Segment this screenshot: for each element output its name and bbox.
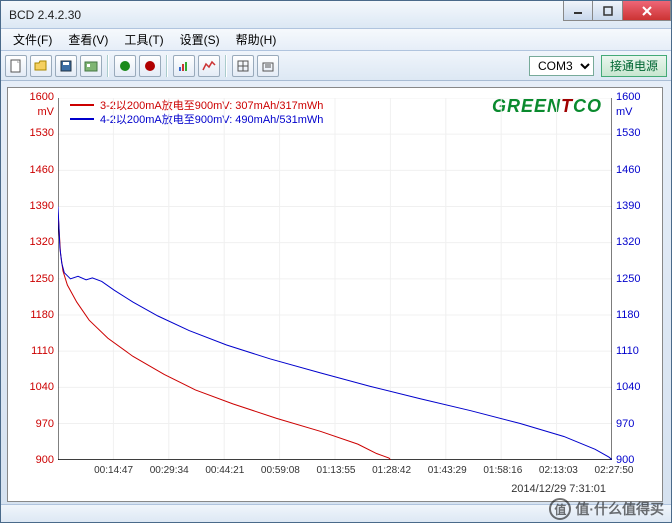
y-tick-right: 1460 bbox=[616, 164, 660, 176]
menu-settings[interactable]: 设置(S) bbox=[172, 29, 228, 50]
y-tick-left: 1110 bbox=[10, 345, 54, 357]
stop-icon[interactable] bbox=[139, 55, 161, 77]
app-window: BCD 2.4.2.30 文件(F) 查看(V) 工具(T) 设置(S) 帮助(… bbox=[0, 0, 672, 523]
x-tick: 00:29:34 bbox=[150, 465, 189, 476]
chart-panel: GREENTCO 3-2以200mA放电至900mV: 307mAh/317mW… bbox=[1, 81, 671, 504]
port-select[interactable]: COM3 bbox=[529, 56, 594, 76]
save-icon[interactable] bbox=[55, 55, 77, 77]
menubar: 文件(F) 查看(V) 工具(T) 设置(S) 帮助(H) bbox=[1, 29, 671, 51]
chart2-icon[interactable] bbox=[198, 55, 220, 77]
y-tick-left: 1180 bbox=[10, 309, 54, 321]
watermark-icon: 值 bbox=[549, 498, 571, 520]
y-tick-right: 1110 bbox=[616, 345, 660, 357]
new-icon[interactable] bbox=[5, 55, 27, 77]
y-tick-left: 1600 bbox=[10, 91, 54, 103]
y-tick-left: 900 bbox=[10, 454, 54, 466]
y-tick-left: 970 bbox=[10, 418, 54, 430]
y-tick-left: 1250 bbox=[10, 273, 54, 285]
y-unit: mV bbox=[616, 106, 660, 118]
x-tick: 00:14:47 bbox=[94, 465, 133, 476]
y-tick-left: 1320 bbox=[10, 236, 54, 248]
y-tick-right: 1180 bbox=[616, 309, 660, 321]
x-tick: 02:27:50 bbox=[595, 465, 634, 476]
y-tick-right: 1250 bbox=[616, 273, 660, 285]
y-tick-right: 1390 bbox=[616, 200, 660, 212]
grid-icon[interactable] bbox=[232, 55, 254, 77]
open-icon[interactable] bbox=[30, 55, 52, 77]
timestamp: 2014/12/29 7:31:01 bbox=[511, 483, 606, 495]
x-tick: 00:59:08 bbox=[261, 465, 300, 476]
separator bbox=[107, 55, 109, 77]
separator bbox=[166, 55, 168, 77]
connect-button[interactable]: 接通电源 bbox=[601, 55, 667, 77]
menu-file[interactable]: 文件(F) bbox=[5, 29, 60, 50]
start-icon[interactable] bbox=[114, 55, 136, 77]
y-tick-left: 1390 bbox=[10, 200, 54, 212]
y-tick-left: 1530 bbox=[10, 127, 54, 139]
minimize-button[interactable] bbox=[563, 1, 593, 21]
x-tick: 01:58:16 bbox=[483, 465, 522, 476]
maximize-button[interactable] bbox=[593, 1, 623, 21]
discharge-chart: GREENTCO 3-2以200mA放电至900mV: 307mAh/317mW… bbox=[7, 87, 663, 502]
close-button[interactable] bbox=[623, 1, 671, 21]
browse-icon[interactable] bbox=[80, 55, 102, 77]
menu-help[interactable]: 帮助(H) bbox=[228, 29, 285, 50]
menu-tools[interactable]: 工具(T) bbox=[116, 29, 171, 50]
window-title: BCD 2.4.2.30 bbox=[1, 8, 81, 22]
plot-area bbox=[58, 98, 612, 460]
x-tick: 01:28:42 bbox=[372, 465, 411, 476]
y-tick-left: 1040 bbox=[10, 381, 54, 393]
export-icon[interactable] bbox=[257, 55, 279, 77]
x-tick: 01:43:29 bbox=[428, 465, 467, 476]
x-tick: 00:44:21 bbox=[205, 465, 244, 476]
x-tick: 02:13:03 bbox=[539, 465, 578, 476]
y-tick-right: 1320 bbox=[616, 236, 660, 248]
watermark-text: 值·什么值得买 bbox=[575, 499, 664, 519]
x-tick: 01:13:55 bbox=[317, 465, 356, 476]
y-tick-right: 1530 bbox=[616, 127, 660, 139]
titlebar[interactable]: BCD 2.4.2.30 bbox=[1, 1, 671, 29]
y-tick-right: 970 bbox=[616, 418, 660, 430]
toolbar: COM3 接通电源 bbox=[1, 51, 671, 81]
y-tick-right: 1600 bbox=[616, 91, 660, 103]
y-tick-right: 1040 bbox=[616, 381, 660, 393]
menu-view[interactable]: 查看(V) bbox=[60, 29, 116, 50]
y-unit: mV bbox=[10, 106, 54, 118]
separator bbox=[225, 55, 227, 77]
chart1-icon[interactable] bbox=[173, 55, 195, 77]
y-tick-left: 1460 bbox=[10, 164, 54, 176]
watermark: 值 值·什么值得买 bbox=[549, 498, 664, 520]
window-buttons bbox=[563, 1, 671, 21]
